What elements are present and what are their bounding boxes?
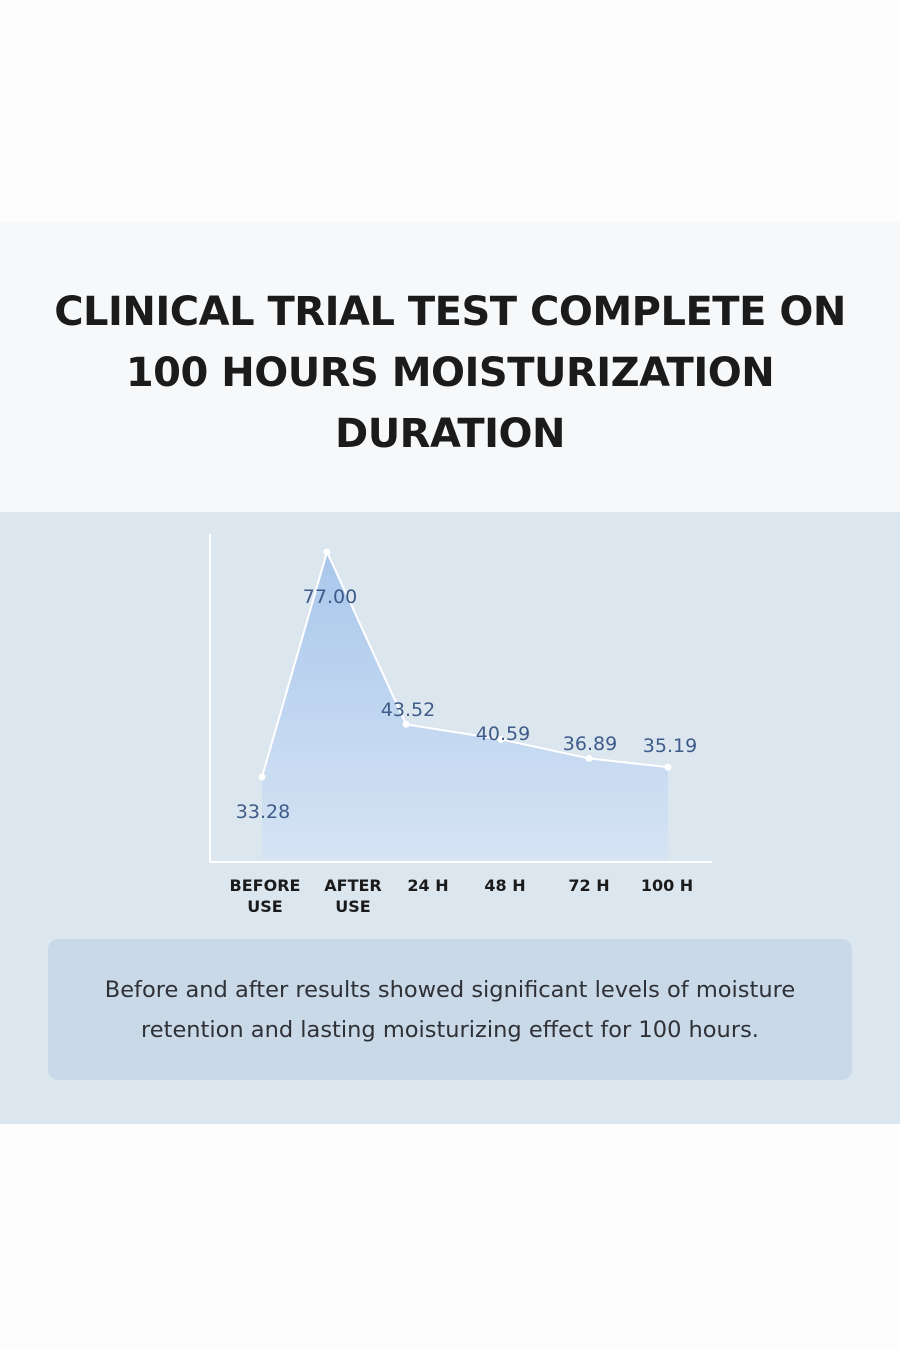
data-point <box>497 735 505 743</box>
data-point <box>664 763 672 771</box>
data-label: 36.89 <box>563 733 617 755</box>
page-title: CLINICAL TRIAL TEST COMPLETE ON 100 HOUR… <box>0 282 900 465</box>
area-fill <box>262 552 668 862</box>
data-point <box>323 548 331 556</box>
x-tick-label: USE <box>247 897 282 916</box>
x-tick-label: 72 H <box>568 876 609 895</box>
data-point <box>585 754 593 762</box>
caption-text: Before and after results showed signific… <box>60 970 840 1050</box>
caption-line-2: retention and lasting moisturizing effec… <box>141 1016 759 1043</box>
x-tick-label: AFTER <box>324 876 381 895</box>
data-label: 33.28 <box>236 801 290 823</box>
title-line-3: DURATION <box>335 411 565 457</box>
title-line-2: 100 HOURS MOISTURIZATION <box>125 350 775 396</box>
x-tick-label: BEFORE <box>230 876 301 895</box>
caption-line-1: Before and after results showed signific… <box>104 976 796 1003</box>
x-tick-label: 100 H <box>641 876 693 895</box>
series-line <box>261 549 669 778</box>
x-tick-label: 48 H <box>484 876 525 895</box>
data-label: 35.19 <box>643 735 697 757</box>
data-point <box>258 773 266 781</box>
data-label: 40.59 <box>476 723 530 745</box>
moisture-area-chart: 33.28 77.00 43.52 40.59 36.89 35.19 BEFORE USE A… <box>209 534 712 916</box>
caption-box: Before and after results showed signific… <box>48 939 852 1080</box>
title-line-1: CLINICAL TRIAL TEST COMPLETE ON <box>54 289 846 335</box>
x-tick-label: USE <box>335 897 370 916</box>
title-band <box>0 222 900 512</box>
data-point <box>402 720 410 728</box>
data-label: 77.00 <box>303 586 357 608</box>
data-label: 43.52 <box>381 699 435 721</box>
x-tick-label: 24 H <box>407 876 448 895</box>
